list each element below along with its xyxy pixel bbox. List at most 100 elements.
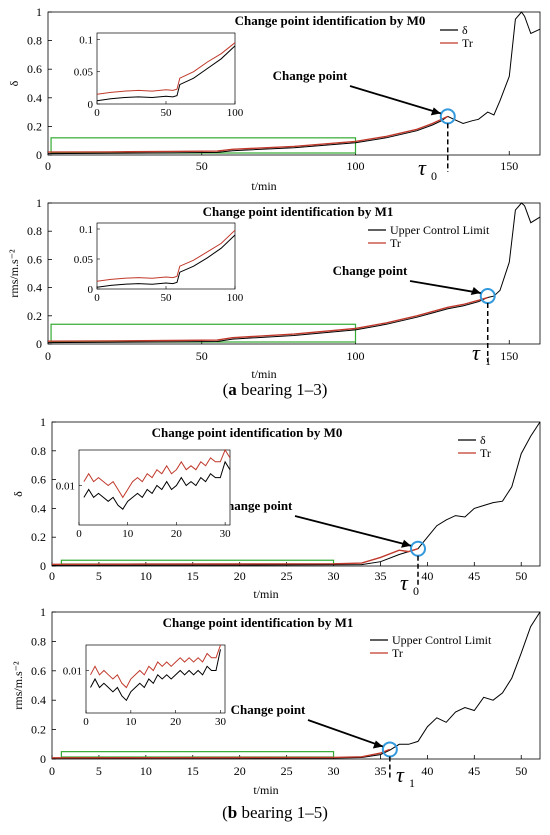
x-axis-label: t/min <box>253 587 278 601</box>
inset-frame <box>96 32 236 105</box>
x-tick-label: 35 <box>374 764 386 778</box>
inset-y-tick-label: 0.01 <box>56 481 75 493</box>
x-tick-label: 5 <box>96 569 102 583</box>
x-tick-label: 15 <box>187 764 199 778</box>
inset-y-tick-label: 0.1 <box>79 224 93 236</box>
tau-label: τ <box>472 340 481 365</box>
x-tick-label: 30 <box>328 764 340 778</box>
y-tick-label: 0.4 <box>27 91 42 105</box>
tau-label: τ <box>418 155 427 180</box>
change-point-circle <box>381 741 398 758</box>
x-tick-label: 50 <box>196 159 208 173</box>
inset-series-line <box>83 448 231 499</box>
x-tick-label: 50 <box>196 349 208 363</box>
inset-x-tick-label: 100 <box>227 107 244 119</box>
x-tick-label: 0 <box>49 569 55 583</box>
plot-area-3 <box>51 611 541 760</box>
legend-label: Tr <box>462 36 473 50</box>
y-tick-label: 0.8 <box>31 444 46 458</box>
arrowhead <box>430 107 441 116</box>
x-tick-label: 0 <box>45 349 51 363</box>
y-tick-label: 0.6 <box>31 664 46 678</box>
inset-x-tick-label: 50 <box>161 292 173 304</box>
chart-title: Change point identification by M0 <box>152 425 343 440</box>
series-line-Upper-Control-Limit <box>47 202 541 344</box>
inset-x-tick-label: 0 <box>76 528 82 540</box>
y-axis-label: δ <box>11 491 25 497</box>
inset-series-line <box>83 460 231 510</box>
y-tick-label: 1 <box>36 5 42 19</box>
inset-x-tick-label: 30 <box>215 716 227 728</box>
x-tick-label: 100 <box>347 349 365 363</box>
change-point-arrow <box>294 515 412 547</box>
x-tick-label: 20 <box>234 569 246 583</box>
y-tick-label: 0 <box>36 337 42 351</box>
inset-x-tick-label: 10 <box>122 528 134 540</box>
inset-series-line <box>90 649 221 702</box>
y-tick-label: 0 <box>40 559 46 573</box>
series-line-Tr <box>51 748 391 759</box>
change-point-label: Change point <box>218 498 293 513</box>
inset-x-tick-label: 0 <box>94 292 100 304</box>
x-tick-label: 150 <box>500 159 518 173</box>
series-line-Tr <box>47 296 488 342</box>
inset-x-tick-label: 100 <box>227 292 244 304</box>
inset-series-line <box>96 234 236 288</box>
series-line-δ <box>51 421 541 566</box>
x-tick-label: 10 <box>140 569 152 583</box>
inset-y-tick-label: 0 <box>88 284 94 296</box>
x-tick-label: 0 <box>45 159 51 173</box>
tau-subscript: 0 <box>431 169 437 183</box>
inset-x-tick-label: 0 <box>94 107 100 119</box>
inset-frame <box>96 222 236 290</box>
y-tick-label: 0.8 <box>27 224 42 238</box>
y-tick-label: 0.8 <box>31 634 46 648</box>
legend-label: δ <box>480 433 486 447</box>
y-tick-label: 1 <box>40 605 46 619</box>
plot-area-0 <box>47 11 541 156</box>
chart-title: Change point identification by M1 <box>163 615 354 630</box>
y-tick-label: 0.2 <box>31 723 46 737</box>
inset-y-tick-label: 0 <box>88 99 94 111</box>
x-axis-label: t/min <box>253 783 278 797</box>
legend-label: Tr <box>480 446 491 460</box>
change-point-arrow <box>307 719 384 748</box>
arrowhead <box>401 539 411 548</box>
x-tick-label: 45 <box>468 764 480 778</box>
x-tick-label: 40 <box>421 764 433 778</box>
change-point-label: Change point <box>333 263 408 278</box>
y-tick-label: 0.4 <box>27 281 42 295</box>
y-tick-label: 0 <box>40 752 46 766</box>
series-line-Tr <box>47 115 449 153</box>
x-tick-label: 35 <box>374 569 386 583</box>
legend-label: Upper Control Limit <box>390 223 490 237</box>
tau-subscript: 1 <box>409 776 415 790</box>
y-tick-label: 0.6 <box>27 62 42 76</box>
y-tick-label: 0.2 <box>27 119 42 133</box>
inset-x-tick-label: 10 <box>125 716 137 728</box>
plot-area-1 <box>47 202 541 345</box>
x-tick-label: 100 <box>347 159 365 173</box>
x-tick-label: 30 <box>328 569 340 583</box>
chart-title: Change point identification by M0 <box>235 13 426 28</box>
inset-series-line <box>90 644 221 689</box>
y-axis-label: rms/m.s⁻² <box>7 249 21 298</box>
inset-y-tick-label: 0.05 <box>74 67 94 79</box>
x-tick-label: 45 <box>468 569 480 583</box>
plot-area-2 <box>51 421 541 567</box>
x-tick-label: 0 <box>49 764 55 778</box>
tau-label: τ <box>396 762 405 787</box>
x-tick-label: 40 <box>421 569 433 583</box>
inset-series-line <box>96 45 236 102</box>
inset-x-tick-label: 50 <box>161 107 173 119</box>
caption-b: (b bearing 1–5) <box>222 803 328 822</box>
x-tick-label: 5 <box>96 764 102 778</box>
x-axis-label: t/min <box>251 179 276 193</box>
y-tick-label: 0.2 <box>27 309 42 323</box>
tau-subscript: 1 <box>485 354 491 368</box>
y-tick-label: 1 <box>36 196 42 210</box>
x-tick-label: 20 <box>234 764 246 778</box>
tau-subscript: 0 <box>413 584 419 598</box>
inset-x-tick-label: 20 <box>170 716 182 728</box>
y-tick-label: 0.6 <box>27 252 42 266</box>
